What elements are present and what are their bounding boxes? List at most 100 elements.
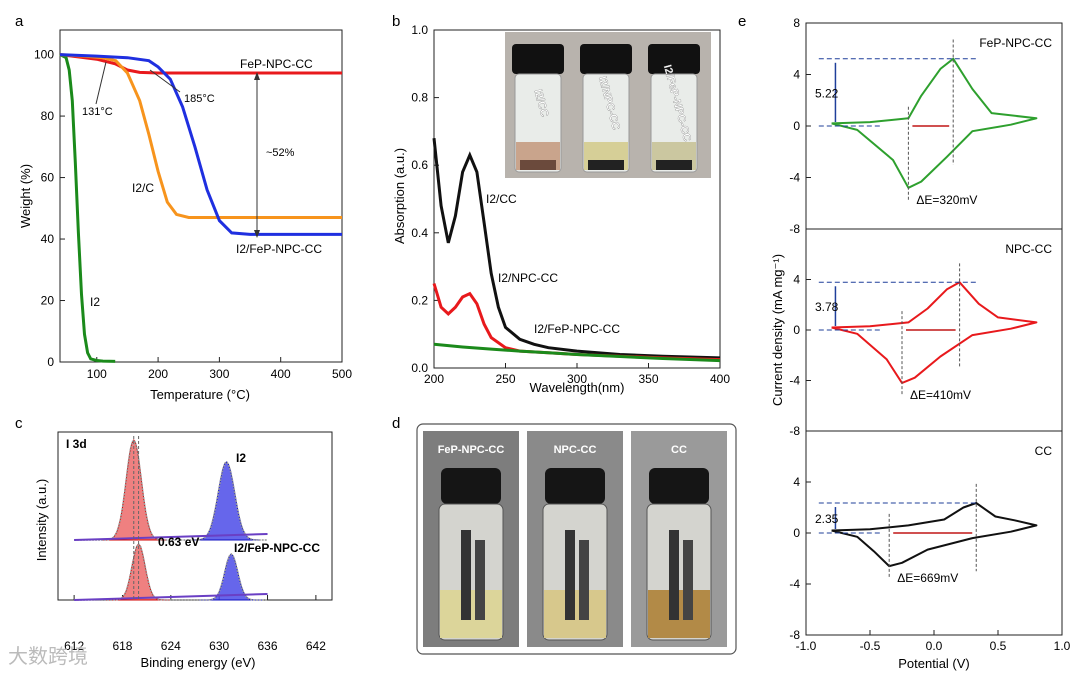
panel-label-a: a (15, 13, 24, 30)
pointer-131c (95, 61, 107, 105)
cell-electrode (475, 540, 485, 620)
cv-peak-value: 5.22 (815, 86, 839, 100)
cv-xtick-label: 0.5 (990, 639, 1007, 653)
cell-electrode (565, 530, 575, 620)
cv-delta-e: ΔE=320mV (916, 193, 977, 207)
cv-ytick-label: 0 (793, 323, 800, 337)
vial-sediment (656, 160, 692, 170)
label-52pct: ~52% (266, 147, 295, 159)
cv-xtick-label: -1.0 (796, 639, 817, 653)
chart-a-ytick-label: 0 (47, 355, 54, 369)
cv-ytick-label: -4 (789, 374, 800, 388)
chart-c-xtick-label: 624 (161, 639, 181, 653)
chart-a-xtick-label: 500 (332, 367, 352, 381)
cv-subplot-cc: -8 -4 0 4 2.35 ΔE=669mV CC (789, 430, 1063, 642)
chart-b-ytick-label: 0.4 (411, 226, 428, 240)
chart-c-xtick-label: 618 (112, 639, 132, 653)
label-i2-npc-cc: I2/NPC-CC (498, 271, 558, 285)
chart-c: 612 618 624 630 636 642 I 3d Binding energy (… (34, 431, 333, 670)
cv-xtick-label: 1.0 (1054, 639, 1071, 653)
chart-a-xtick-label: 200 (148, 367, 168, 381)
chart-c-frame (57, 431, 333, 601)
cell-cap (545, 468, 605, 504)
chart-b-xtick-label: 350 (638, 372, 658, 386)
label-i2-fep-npc-cc: I2/FeP-NPC-CC (236, 242, 322, 256)
chart-a-ytick-label: 20 (41, 294, 55, 308)
cv-delta-e: ΔE=410mV (910, 388, 971, 402)
chart-b-ylabel: Absorption (a.u.) (392, 148, 407, 244)
chart-e-ylabel: Current density (mA mg⁻¹) (770, 254, 785, 406)
photo-d: FeP-NPC-CC NPC-CC CC (416, 423, 737, 655)
chart-b-xlabel: Wavelength(nm) (530, 380, 625, 395)
chart-b-xtick-label: 300 (567, 372, 587, 386)
xps-baseline (74, 533, 268, 541)
vial-sediment (520, 160, 556, 170)
chart-b-ytick-label: 0.6 (411, 158, 428, 172)
cv-ytick-label: 4 (793, 68, 800, 82)
cv-ytick-label: 0 (793, 526, 800, 540)
cv-curve (831, 57, 1038, 189)
cv-ytick-label: -8 (789, 222, 800, 236)
panel-label-d: d (392, 415, 400, 432)
label-xps-i2: I2 (236, 451, 246, 465)
arrowhead-down (254, 230, 260, 238)
cv-subplot-title: CC (1035, 444, 1053, 458)
vial-cap (580, 44, 632, 74)
chart-a-xtick-label: 100 (87, 367, 107, 381)
cv-subplot-title: FeP-NPC-CC (979, 36, 1052, 50)
cv-ytick-label: -4 (789, 577, 800, 591)
panel-label-b: b (392, 13, 400, 30)
chart-c-xlabel: Binding energy (eV) (141, 655, 256, 670)
cell-electrode (579, 540, 589, 620)
cv-ytick-label: 4 (793, 475, 800, 489)
cv-xtick-label: 0.0 (926, 639, 943, 653)
chart-c-xtick-label: 630 (209, 639, 229, 653)
label-i2-cc: I2/CC (486, 192, 517, 206)
xps-peak-fill (101, 439, 166, 541)
cv-ytick-label: 4 (793, 273, 800, 287)
cv-ytick-label: -4 (789, 171, 800, 185)
series-i2-c (59, 53, 342, 219)
cv-curve (831, 502, 1038, 568)
watermark-text: 大数跨境 (8, 644, 88, 668)
chart-c-ylabel: Intensity (a.u.) (34, 479, 49, 561)
vial-cap (648, 44, 700, 74)
chart-a: 100 200 300 400 500 0 20 40 60 80 100 Temperature … (18, 29, 352, 402)
chart-a-ylabel: Weight (%) (18, 164, 33, 228)
cv-ytick-label: 8 (793, 16, 800, 30)
chart-b-ytick-label: 1.0 (411, 23, 428, 37)
chart-b-ytick-label: 0.0 (411, 361, 428, 375)
cv-ytick-label: -8 (789, 424, 800, 438)
cv-ytick-label: 0 (793, 119, 800, 133)
xps-envelope-i2-fep-npc-cc (74, 542, 268, 601)
cv-subplot-npc-cc: -8 -4 0 4 3.78 ΔE=410mV NPC-CC (789, 228, 1063, 438)
chart-b-ytick-label: 0.2 (411, 293, 428, 307)
xps-peak-fill (199, 553, 264, 601)
cell-electrode (683, 540, 693, 620)
cell-electrode (669, 530, 679, 620)
chart-a-xtick-label: 400 (271, 367, 291, 381)
arrowhead-up (254, 72, 260, 80)
cv-xtick-label: -0.5 (860, 639, 881, 653)
chart-b: 200 250 300 350 400 0.0 0.2 0.4 0.6 0.8 1.0 Wavele… (392, 23, 730, 395)
chart-b-xtick-label: 200 (424, 372, 444, 386)
cell-electrode (461, 530, 471, 620)
cv-delta-e: ΔE=669mV (897, 571, 958, 585)
cv-curve (831, 281, 1038, 384)
xps-peak-fill (194, 461, 259, 541)
chart-b-xtick-label: 400 (710, 372, 730, 386)
series-i2-fep-npc-cc (59, 53, 342, 236)
vial-cap (512, 44, 564, 74)
panel-label-c: c (15, 415, 23, 432)
label-fep-npc-cc: FeP-NPC-CC (240, 57, 313, 71)
label-185c: 185°C (184, 93, 215, 105)
xps-baseline (74, 593, 268, 601)
chart-a-xtick-label: 300 (209, 367, 229, 381)
label-i2: I2 (90, 295, 100, 309)
photo-label: CC (671, 444, 687, 456)
chart-c-xtick-label: 612 (64, 639, 84, 653)
cv-peak-value: 3.78 (815, 300, 839, 314)
chart-c-xtick-label: 636 (258, 639, 278, 653)
chart-c-xtick-label: 642 (306, 639, 326, 653)
